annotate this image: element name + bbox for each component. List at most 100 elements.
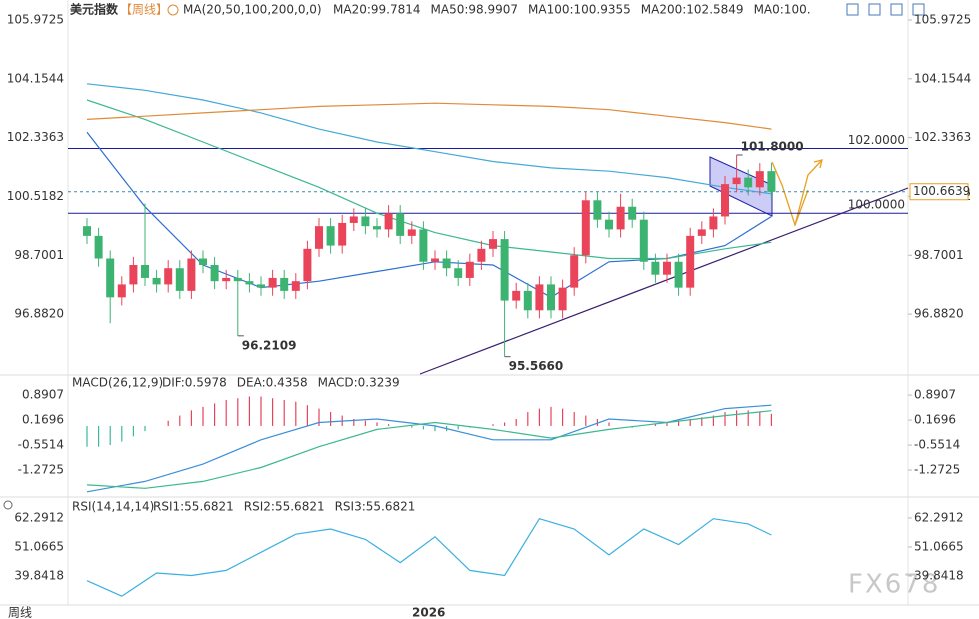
y-tick-label: -0.5514	[18, 438, 64, 452]
candle-body	[755, 171, 764, 188]
y-tick-label: 96.8820	[914, 307, 964, 321]
y-tick-label: 100.5182	[7, 189, 64, 203]
y-tick-label: 0.8907	[22, 388, 64, 402]
legend-entry: RSI2:55.6821	[244, 500, 325, 514]
candle-body	[338, 222, 347, 246]
candle-body	[535, 284, 544, 311]
settings-icon[interactable]	[3, 500, 13, 510]
annotation-label: 96.2109	[242, 338, 297, 352]
candle-body	[570, 255, 579, 288]
y-tick-label: 102.3363	[914, 130, 971, 144]
candle-body	[106, 258, 115, 298]
tool-icon[interactable]	[846, 3, 859, 16]
add-icon[interactable]	[167, 4, 179, 16]
candle-body	[129, 264, 138, 285]
candle-body	[697, 229, 706, 236]
level-label: 102.0000	[848, 133, 905, 147]
candle-body	[593, 200, 602, 220]
legend-entry: MA50:98.9907	[431, 3, 519, 17]
legend-entry: DEA:0.4358	[237, 376, 308, 390]
legend-entry: DIF:0.5978	[162, 376, 227, 390]
candle-body	[187, 258, 196, 291]
indicator: MA(20,50,100,200,0,0)	[183, 3, 322, 17]
candle-body	[303, 248, 312, 282]
indicator-line	[86, 102, 772, 130]
candle-body	[210, 264, 219, 282]
y-tick-label: 0.1696	[22, 413, 64, 427]
candle-body	[419, 229, 428, 262]
candle-body	[94, 235, 103, 259]
candle-body	[407, 229, 416, 236]
legend-entry: MA0:100.	[754, 3, 811, 17]
price-tag-label: 100.6639	[913, 184, 970, 198]
y-tick-label: 39.8418	[914, 568, 964, 582]
candle-body	[477, 248, 486, 262]
watermark: FX678	[848, 570, 940, 600]
y-tick-label: 51.0665	[914, 539, 964, 553]
tool-icon[interactable]	[868, 3, 881, 16]
y-tick-label: -1.2725	[914, 463, 960, 477]
candle-body	[547, 284, 555, 311]
y-tick-label: -0.5514	[914, 438, 960, 452]
flag-pattern	[709, 156, 773, 217]
candle-body	[396, 213, 405, 236]
user-drawings	[419, 156, 909, 375]
candle-body	[639, 219, 648, 262]
y-tick-label: -1.2725	[18, 463, 64, 477]
level-label: 100.0000	[848, 198, 905, 212]
y-tick-label: 104.1544	[914, 71, 971, 85]
indicator-line	[86, 517, 772, 597]
y-tick-label: 39.8418	[14, 568, 64, 582]
candle-body	[500, 239, 509, 301]
candle-body	[326, 226, 335, 246]
indicator-line	[86, 83, 772, 195]
candle-body	[349, 216, 358, 223]
candle-body	[361, 216, 370, 227]
candle-body	[233, 277, 242, 282]
candle-body	[83, 226, 91, 236]
rsi-title: RSI(14,14,14)	[72, 500, 154, 514]
candle-body	[651, 261, 660, 275]
candle-body	[315, 226, 323, 249]
candle-body	[245, 281, 254, 285]
candle-body	[373, 226, 381, 230]
arrow-head	[813, 159, 823, 169]
tool-icon[interactable]	[912, 3, 925, 16]
instrument-title: 美元指数	[70, 2, 119, 17]
candle-body	[616, 206, 625, 230]
period: 【周线】	[120, 3, 168, 17]
candle-body	[268, 277, 277, 288]
candle-body	[117, 284, 126, 298]
legend-entry: RSI1:55.6821	[153, 500, 234, 514]
y-tick-label: 51.0665	[14, 539, 64, 553]
y-tick-label: 105.9725	[7, 12, 64, 26]
annotation-label: 101.8000	[741, 139, 804, 153]
y-tick-label: 62.2912	[14, 510, 64, 524]
candle-body	[605, 219, 613, 230]
candle-body	[558, 287, 567, 311]
candle-body	[674, 261, 683, 288]
legend-entry: MACD:0.3239	[318, 376, 400, 390]
y-tick-label: 102.3363	[7, 130, 64, 144]
projection-arrow	[794, 159, 823, 226]
indicator-line	[86, 410, 772, 489]
candle-body	[709, 216, 718, 230]
candle-body	[465, 261, 474, 278]
y-tick-label: 0.8907	[914, 388, 956, 402]
tool-icon[interactable]	[890, 3, 903, 16]
toolbar	[3, 3, 925, 510]
legend-entry: MA20:99.7814	[333, 3, 421, 17]
y-tick-label: 104.1544	[7, 71, 64, 85]
candle-body	[721, 184, 729, 217]
candle-body	[175, 268, 184, 291]
candle-body	[291, 281, 300, 291]
y-tick-label: 98.7001	[14, 248, 64, 262]
candle-body	[512, 290, 521, 301]
legend-entry: RSI3:55.6821	[335, 500, 416, 514]
candle-body	[628, 206, 637, 220]
candle-body	[686, 235, 695, 288]
candle-body	[257, 284, 265, 288]
candle-body	[442, 258, 451, 269]
macd-title: MACD(26,12,9)	[72, 376, 163, 390]
